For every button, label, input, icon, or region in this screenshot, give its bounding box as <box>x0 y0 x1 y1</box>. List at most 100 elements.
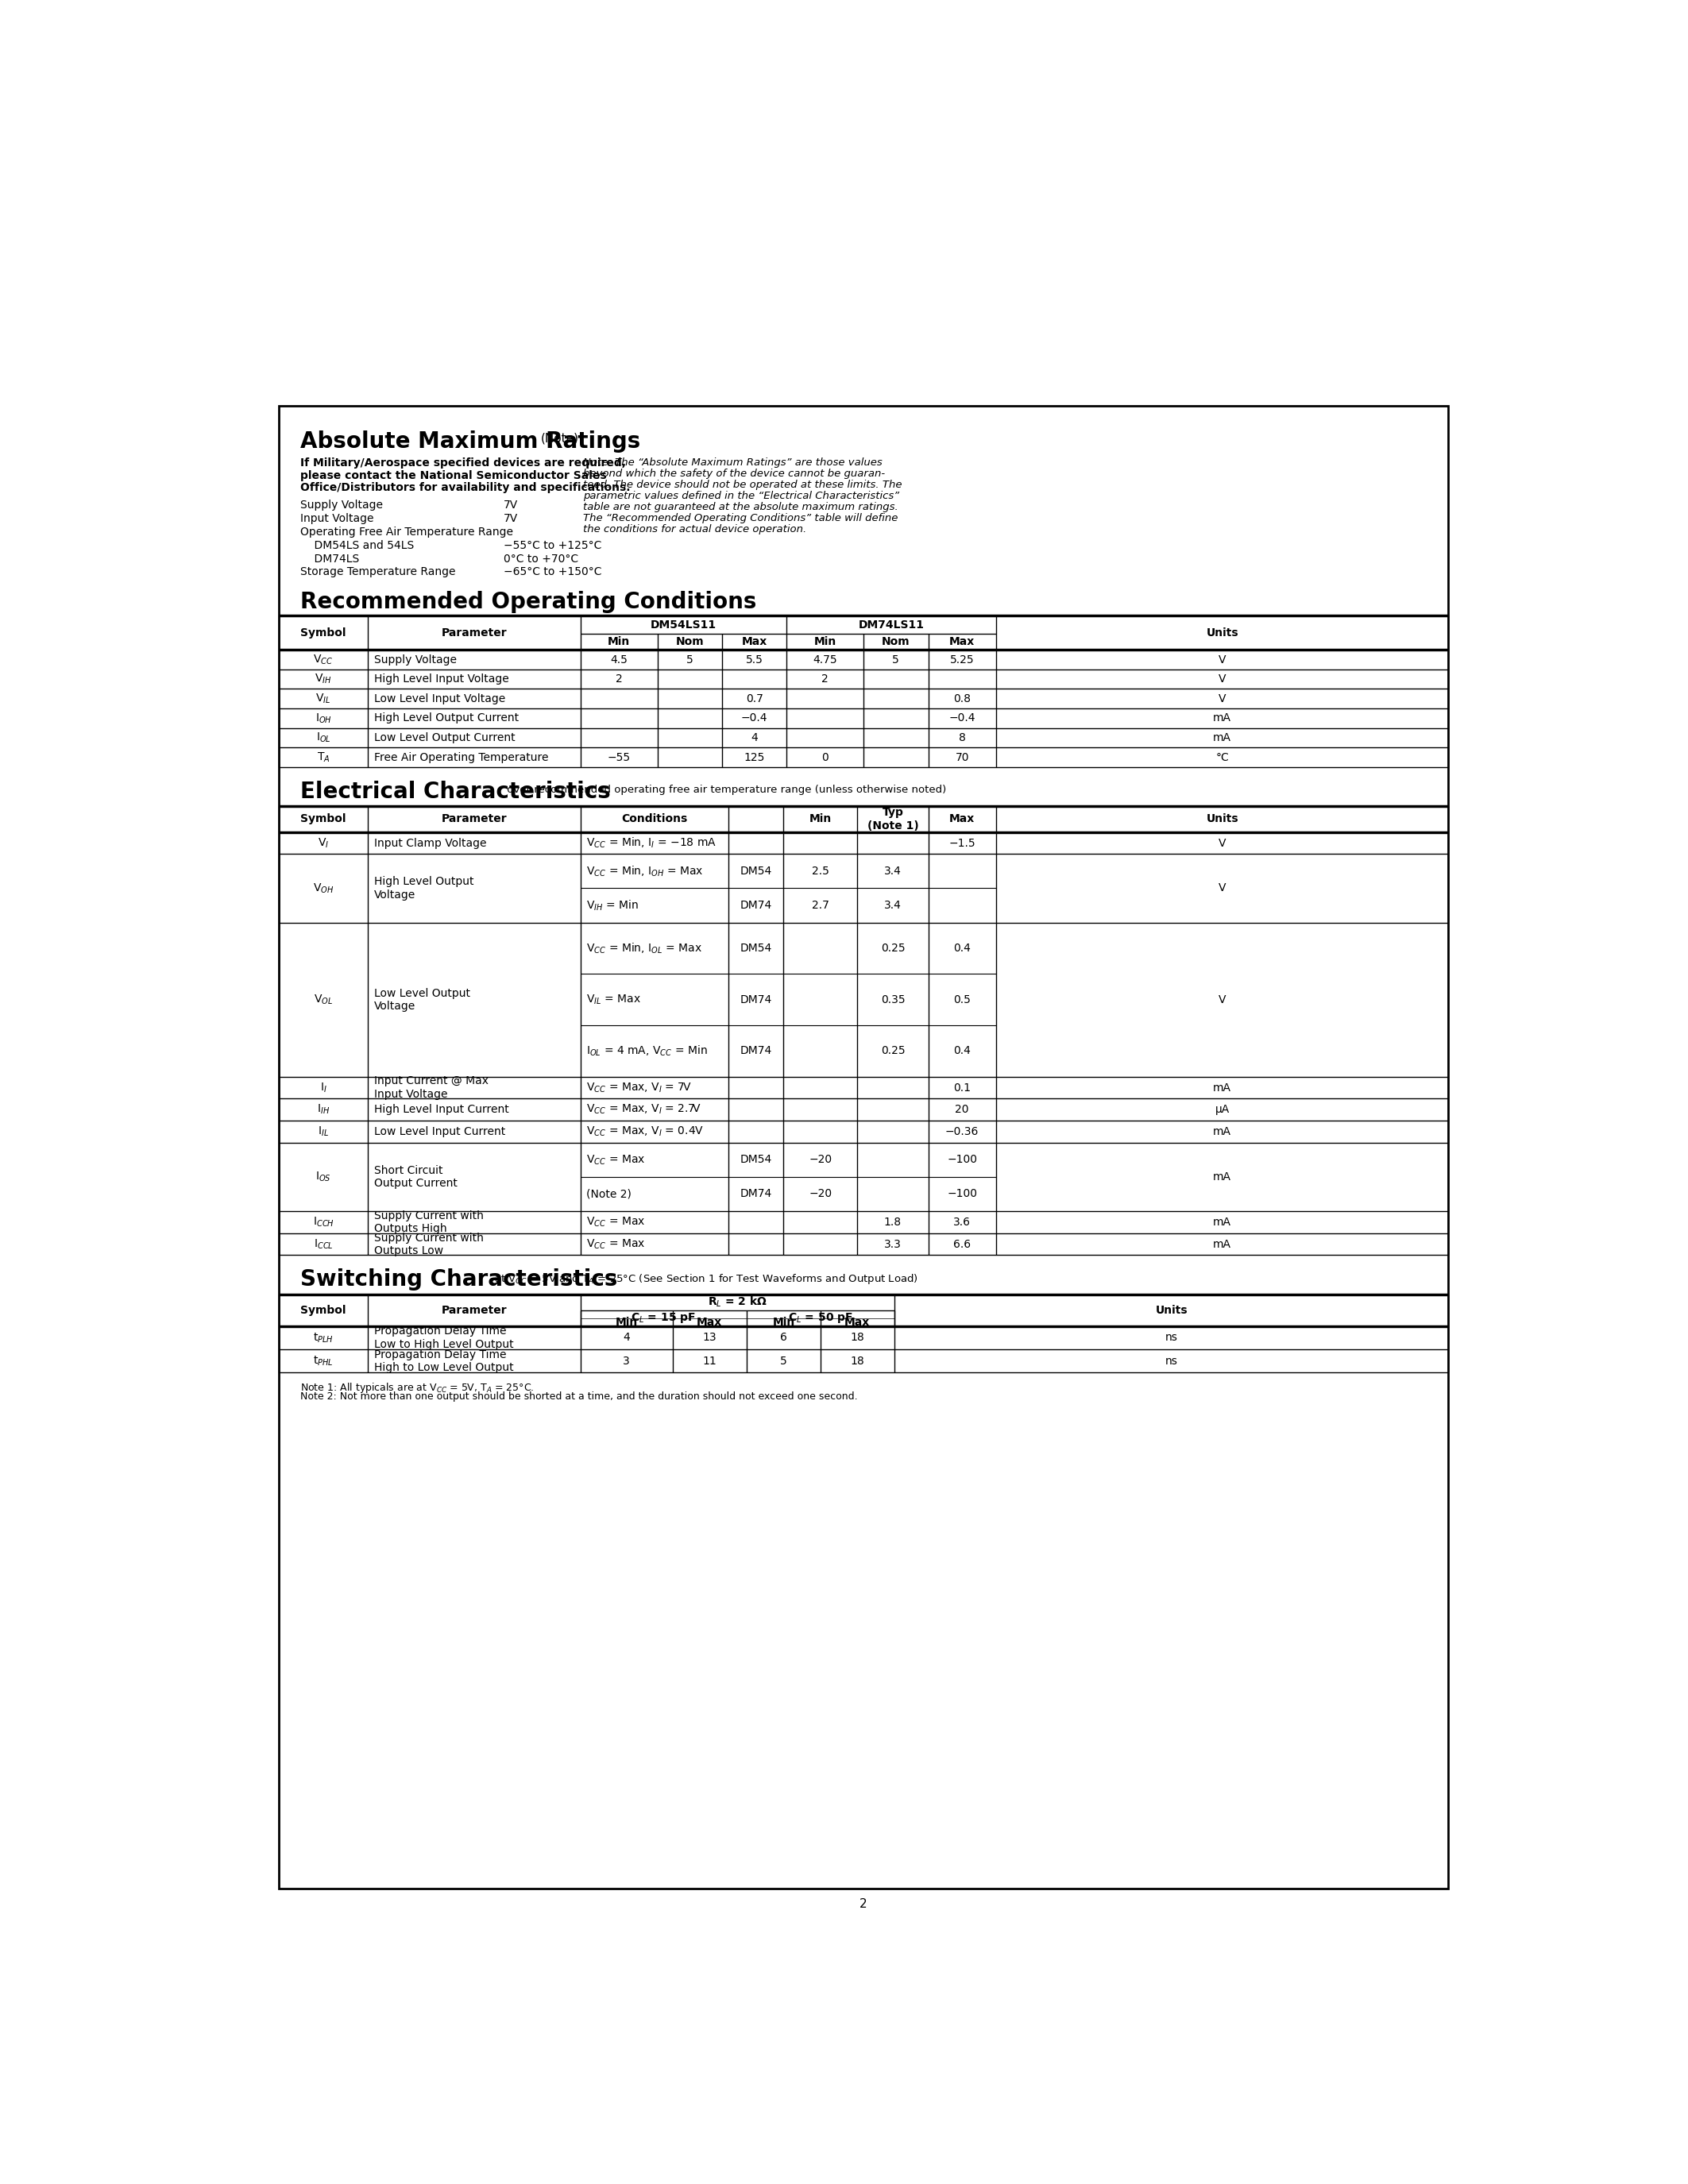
Text: −0.36: −0.36 <box>945 1127 979 1138</box>
Text: 1.8: 1.8 <box>885 1216 901 1227</box>
Text: I$_{OS}$: I$_{OS}$ <box>316 1171 331 1184</box>
Text: Operating Free Air Temperature Range: Operating Free Air Temperature Range <box>300 526 513 537</box>
Text: 2.5: 2.5 <box>812 865 829 876</box>
Text: 18: 18 <box>851 1356 864 1367</box>
Text: Max: Max <box>949 636 976 646</box>
Text: the conditions for actual device operation.: the conditions for actual device operati… <box>584 524 807 535</box>
Text: 0.8: 0.8 <box>954 692 971 703</box>
Text: 5.25: 5.25 <box>950 653 974 666</box>
Text: Min: Min <box>814 636 836 646</box>
Text: Min: Min <box>616 1317 638 1328</box>
Text: 125: 125 <box>744 751 765 762</box>
Text: Input Current @ Max
Input Voltage: Input Current @ Max Input Voltage <box>375 1077 488 1099</box>
Text: C$_L$ = 50 pF: C$_L$ = 50 pF <box>788 1310 852 1326</box>
Text: V$_{IL}$ = Max: V$_{IL}$ = Max <box>586 994 641 1007</box>
Text: V$_{CC}$ = Max, V$_I$ = 0.4V: V$_{CC}$ = Max, V$_I$ = 0.4V <box>586 1125 704 1138</box>
Text: Min: Min <box>608 636 630 646</box>
Text: V: V <box>1219 692 1225 703</box>
Text: −20: −20 <box>809 1153 832 1166</box>
Text: −55: −55 <box>608 751 630 762</box>
Text: Low Level Output Current: Low Level Output Current <box>375 732 515 743</box>
Text: at V$_{CC}$ = 5V and T$_A$ = 25°C (See Section 1 for Test Waveforms and Output L: at V$_{CC}$ = 5V and T$_A$ = 25°C (See S… <box>491 1273 918 1286</box>
Text: V: V <box>1219 994 1225 1005</box>
Text: −0.4: −0.4 <box>949 712 976 723</box>
Text: 3.3: 3.3 <box>885 1238 901 1249</box>
Text: 3: 3 <box>623 1356 630 1367</box>
Text: Min: Min <box>773 1317 795 1328</box>
Text: Low Level Output
Voltage: Low Level Output Voltage <box>375 987 471 1011</box>
Text: V$_I$: V$_I$ <box>317 836 329 850</box>
Text: 0.1: 0.1 <box>954 1081 971 1094</box>
Text: Storage Temperature Range: Storage Temperature Range <box>300 566 456 579</box>
Text: over recommended operating free air temperature range (unless otherwise noted): over recommended operating free air temp… <box>503 784 945 795</box>
Text: 3.4: 3.4 <box>885 865 901 876</box>
Text: −20: −20 <box>809 1188 832 1199</box>
Text: 7V: 7V <box>503 500 518 511</box>
Text: DM54: DM54 <box>739 865 771 876</box>
Text: 0: 0 <box>822 751 829 762</box>
Text: mA: mA <box>1214 1127 1231 1138</box>
Text: Units: Units <box>1155 1304 1188 1315</box>
Text: 2.7: 2.7 <box>812 900 829 911</box>
Text: V$_{CC}$ = Min, I$_{OL}$ = Max: V$_{CC}$ = Min, I$_{OL}$ = Max <box>586 941 702 954</box>
Text: −1.5: −1.5 <box>949 836 976 850</box>
Text: DM74: DM74 <box>739 1188 771 1199</box>
Text: −55°C to +125°C: −55°C to +125°C <box>503 539 601 550</box>
Text: DM54: DM54 <box>739 1153 771 1166</box>
Text: mA: mA <box>1214 1171 1231 1182</box>
Text: V$_{OH}$: V$_{OH}$ <box>312 882 334 895</box>
Text: I$_{IH}$: I$_{IH}$ <box>317 1103 329 1116</box>
Text: DM54LS11: DM54LS11 <box>650 620 716 631</box>
Text: If Military/Aerospace specified devices are required,: If Military/Aerospace specified devices … <box>300 459 626 470</box>
Text: C$_L$ = 15 pF: C$_L$ = 15 pF <box>631 1310 695 1326</box>
Text: Max: Max <box>741 636 766 646</box>
Text: DM54: DM54 <box>739 943 771 954</box>
Text: High Level Input Current: High Level Input Current <box>375 1105 510 1116</box>
Text: (Note 2): (Note 2) <box>586 1188 631 1199</box>
Bar <box>279 406 1448 1889</box>
Text: −100: −100 <box>947 1188 977 1199</box>
Text: 2: 2 <box>859 1898 868 1911</box>
Text: 4.5: 4.5 <box>609 653 628 666</box>
Text: Symbol: Symbol <box>300 815 346 826</box>
Text: 8: 8 <box>959 732 966 743</box>
Text: 3.6: 3.6 <box>954 1216 971 1227</box>
Text: V$_{CC}$ = Max, V$_I$ = 2.7V: V$_{CC}$ = Max, V$_I$ = 2.7V <box>586 1103 702 1116</box>
Text: 11: 11 <box>702 1356 717 1367</box>
Text: 0.4: 0.4 <box>954 1046 971 1057</box>
Text: 2: 2 <box>616 673 623 686</box>
Text: Parameter: Parameter <box>441 1304 506 1315</box>
Text: Nom: Nom <box>675 636 704 646</box>
Text: teed. The device should not be operated at these limits. The: teed. The device should not be operated … <box>584 480 903 489</box>
Text: 4: 4 <box>751 732 758 743</box>
Text: The “Recommended Operating Conditions” table will define: The “Recommended Operating Conditions” t… <box>584 513 898 524</box>
Text: mA: mA <box>1214 1081 1231 1094</box>
Text: V$_{CC}$ = Max: V$_{CC}$ = Max <box>586 1216 645 1230</box>
Text: °C: °C <box>1215 751 1229 762</box>
Text: DM74LS: DM74LS <box>300 553 360 563</box>
Text: Min: Min <box>809 815 832 826</box>
Text: V$_{CC}$ = Min, I$_{OH}$ = Max: V$_{CC}$ = Min, I$_{OH}$ = Max <box>586 865 704 878</box>
Text: mA: mA <box>1214 732 1231 743</box>
Text: V$_{OL}$: V$_{OL}$ <box>314 994 333 1007</box>
Text: 4: 4 <box>623 1332 630 1343</box>
Text: Low Level Input Current: Low Level Input Current <box>375 1127 505 1138</box>
Text: 2: 2 <box>822 673 829 686</box>
Text: V$_{CC}$ = Max: V$_{CC}$ = Max <box>586 1153 645 1166</box>
Text: 0.35: 0.35 <box>881 994 905 1005</box>
Text: Absolute Maximum Ratings: Absolute Maximum Ratings <box>300 430 640 452</box>
Text: table are not guaranteed at the absolute maximum ratings.: table are not guaranteed at the absolute… <box>584 502 898 511</box>
Text: Nom: Nom <box>881 636 910 646</box>
Text: 0°C to +70°C: 0°C to +70°C <box>503 553 579 563</box>
Text: −65°C to +150°C: −65°C to +150°C <box>503 566 601 579</box>
Text: V$_{IH}$: V$_{IH}$ <box>314 673 333 686</box>
Text: I$_{OL}$ = 4 mA, V$_{CC}$ = Min: I$_{OL}$ = 4 mA, V$_{CC}$ = Min <box>586 1044 707 1057</box>
Text: I$_{IL}$: I$_{IL}$ <box>317 1125 329 1138</box>
Text: High Level Input Voltage: High Level Input Voltage <box>375 673 510 686</box>
Text: ns: ns <box>1165 1332 1178 1343</box>
Text: Input Voltage: Input Voltage <box>300 513 373 524</box>
Text: mA: mA <box>1214 712 1231 723</box>
Text: Supply Voltage: Supply Voltage <box>375 653 457 666</box>
Text: R$_L$ = 2 kΩ: R$_L$ = 2 kΩ <box>707 1295 766 1308</box>
Text: 6.6: 6.6 <box>954 1238 971 1249</box>
